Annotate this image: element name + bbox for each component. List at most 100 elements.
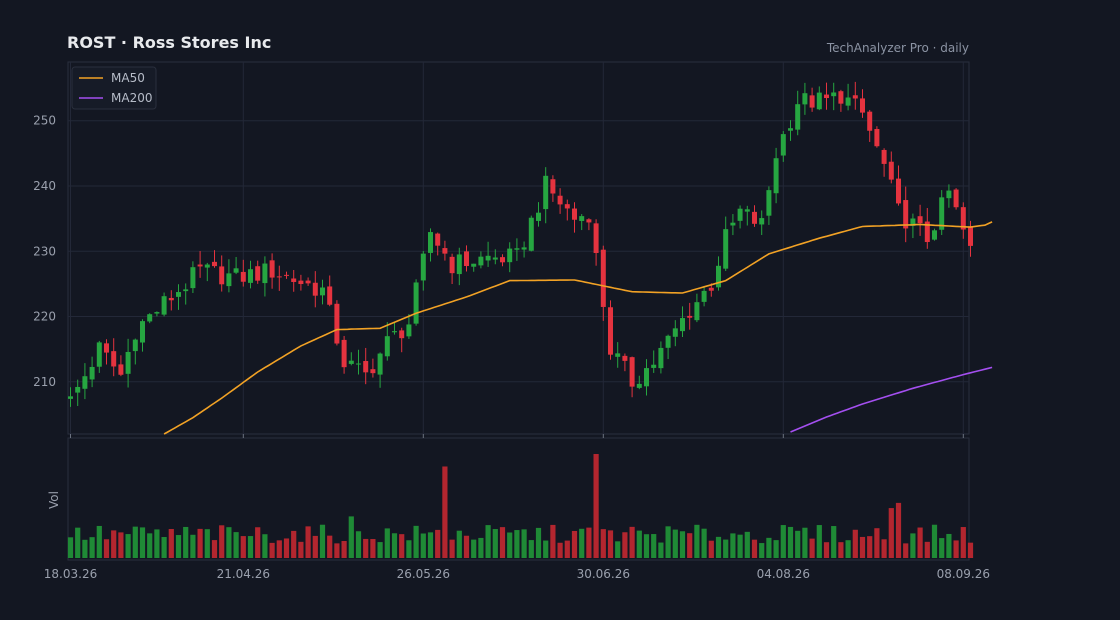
volume-bar [312,535,318,558]
candle-body [140,321,145,343]
volume-bar [557,542,563,558]
candle-body [910,218,916,226]
candle-body [233,268,239,273]
volume-bar [298,541,304,558]
candle-body [428,232,433,253]
candle-body [320,287,325,296]
candle-body [730,222,736,226]
volume-bar [571,530,578,558]
candle-body [485,255,491,261]
candle-body [456,254,462,275]
volume-bar [118,532,124,558]
candle-body [694,302,700,321]
volume-bar [543,540,549,558]
volume-bar [874,528,880,558]
candle-body [723,229,729,269]
volume-bar [615,541,621,558]
x-tick-label: 21.04.26 [217,567,270,581]
ma200-line [790,366,993,433]
volume-bar [492,529,498,558]
volume-bar [154,529,160,558]
candle-body [284,274,289,276]
candle-body [219,266,225,285]
candle-body [953,189,959,208]
volume-bar [730,533,736,558]
candle-body [240,271,246,282]
candle-body [161,296,167,315]
volume-bar [413,525,419,558]
x-tick-label: 08.09.26 [937,567,990,581]
candle-body [392,331,397,333]
candle-body [802,93,808,105]
candle-body [564,204,570,209]
volume-bar [658,542,664,558]
volume-bar [622,532,628,558]
x-axis-labels: 18.03.26 21.04.26 26.05.26 30.06.26 04.08.26… [44,567,990,581]
candle-body [255,266,261,281]
candle-body [269,260,275,278]
volume-bar [226,527,232,558]
candle-body [147,314,153,322]
candle-body [471,263,477,267]
candle-body [212,261,217,267]
candle-body [305,280,311,284]
candle-body [82,376,88,389]
volume-bar [463,535,470,558]
candle-body [514,248,520,250]
legend-ma200-label: MA200 [111,91,152,105]
volume-bar [931,524,938,558]
volume-bar [845,540,851,558]
candle-body [348,360,354,364]
volume-bar [939,538,945,558]
volume-bar [96,525,102,558]
candle-body [960,207,966,230]
candle-body [492,257,498,260]
volume-bar [759,543,765,558]
volume-bar [946,533,952,558]
candle-body [384,336,390,357]
candle-body [327,286,333,305]
volume-bar [607,530,614,558]
volume-bar [377,542,383,558]
y-axis-labels: 210 220 230 240 250 [33,114,56,389]
candle-body [644,368,649,387]
candle-body [363,361,369,373]
candle-body [932,230,937,240]
candle-body [89,366,95,380]
volume-bar [269,542,275,558]
volume-bar [881,539,887,558]
volume-bar [816,525,822,558]
candle-body [248,269,253,283]
volume-bar [903,543,909,558]
volume-bar [449,539,455,558]
candle-body [500,257,505,263]
volume-bar [211,540,218,558]
volume-bar [471,539,477,558]
volume-bar [348,516,354,558]
candle-body [672,328,678,337]
volume-bar [780,525,786,558]
candle-body [896,178,901,204]
candle-body [420,253,426,281]
candle-body [629,357,635,387]
volume-bar [255,527,261,558]
volume-bar [319,524,326,558]
candle-body [816,92,822,110]
candle-body [831,92,837,97]
volume-bar [694,524,700,558]
volume-bar [852,529,858,558]
volume-bar [406,540,412,558]
volume-bar [283,538,290,558]
volume-bar [795,530,801,558]
volume-bar [334,543,340,558]
price-panel [67,61,970,435]
candle-body [824,94,829,99]
volume-bar [687,533,693,558]
candle-body [276,276,282,278]
volume-bar [888,508,894,558]
candle-body [536,212,541,221]
volume-bar [384,528,390,558]
candle-body [442,248,448,254]
volume-bar [219,525,225,558]
candles [68,81,973,407]
